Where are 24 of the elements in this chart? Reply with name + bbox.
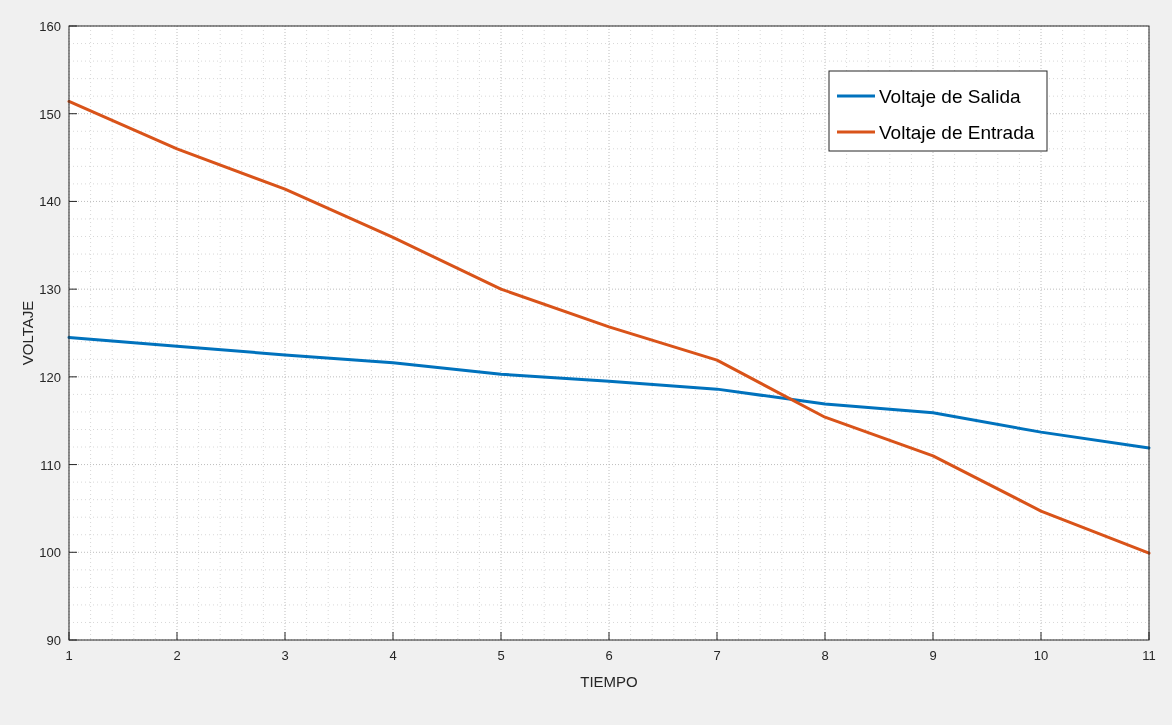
x-tick-label: 6 <box>605 648 613 663</box>
x-tick-label: 3 <box>281 648 289 663</box>
y-tick-label: 140 <box>39 194 61 210</box>
x-tick-label: 9 <box>929 648 937 663</box>
x-tick-label: 4 <box>389 648 397 663</box>
x-tick-label: 7 <box>713 648 721 663</box>
y-tick-label: 90 <box>46 633 61 648</box>
y-axis-title: VOLTAJE <box>19 300 36 366</box>
x-tick-label: 11 <box>1142 648 1156 663</box>
y-tick-label: 130 <box>39 282 61 298</box>
x-tick-label: 10 <box>1033 648 1049 663</box>
y-tick-label: 100 <box>39 545 61 561</box>
x-tick-label: 8 <box>821 648 829 663</box>
legend-label: Voltaje de Salida <box>879 86 1021 107</box>
line-series <box>67 335 1151 450</box>
y-tick-label: 120 <box>39 369 61 385</box>
y-tick-label: 160 <box>39 19 61 34</box>
legend-label: Voltaje de Entrada <box>879 122 1035 143</box>
x-tick-label: 2 <box>173 648 181 663</box>
y-tick-label: 150 <box>39 106 61 122</box>
y-tick-label: 110 <box>40 457 61 473</box>
x-tick-label: 5 <box>497 648 505 663</box>
x-tick-label: 1 <box>65 648 73 663</box>
x-axis-title: TIEMPO <box>580 673 638 690</box>
